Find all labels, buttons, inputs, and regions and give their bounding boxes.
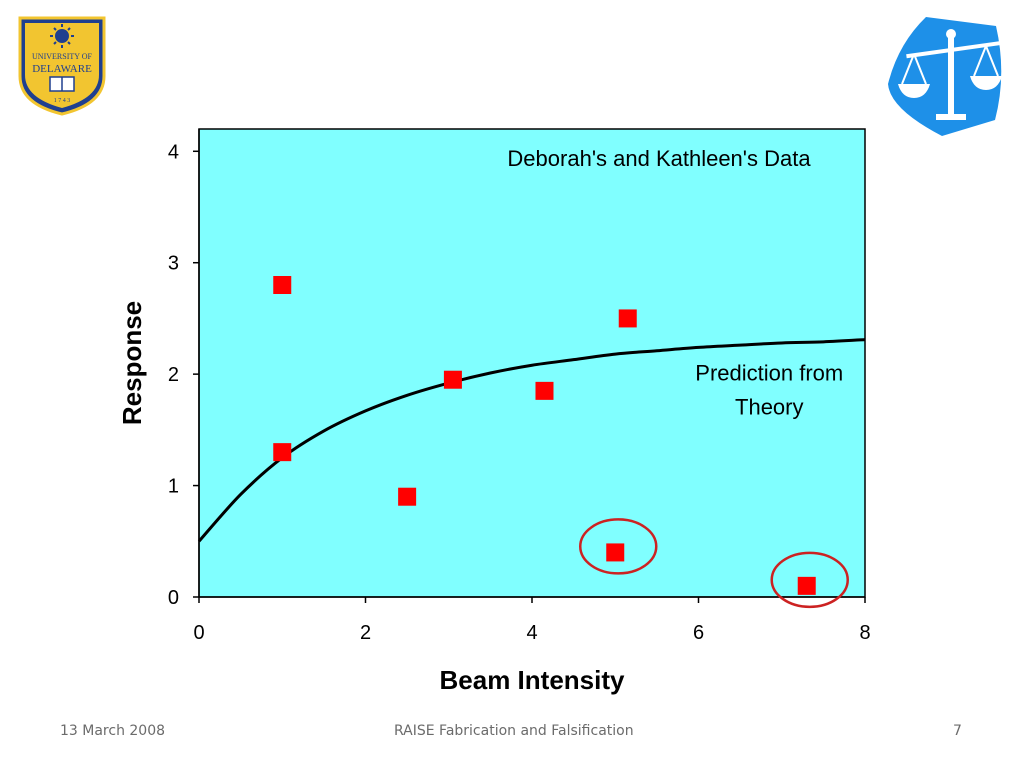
x-tick-label: 2 [360,622,371,644]
y-tick-label: 1 [168,476,179,498]
plot-area [198,128,866,598]
data-point [273,443,292,462]
y-tick-label: 0 [168,587,179,609]
annotation-line-1: Prediction from [695,361,843,386]
footer-page-number: 7 [953,723,962,739]
highlight-circle [579,518,658,575]
x-tick-label: 0 [193,622,204,644]
ud-seal-line-1: UNIVERSITY OF [32,52,92,61]
annotation-line-2: Theory [735,395,803,420]
highlight-circle [770,551,849,609]
y-tick-label: 3 [168,253,179,275]
theory-curve [197,338,866,543]
data-point [443,370,462,389]
data-point [535,381,554,400]
ud-seal-line-3: 1 7 4 3 [54,98,71,104]
ud-seal-line-2: DELAWARE [32,63,92,75]
y-tick-label: 2 [168,364,179,386]
x-tick-label: 8 [859,622,870,644]
data-point [797,576,816,595]
y-axis-title: Response [117,301,147,425]
university-of-delaware-seal-icon: UNIVERSITY OF DELAWARE 1 7 4 3 [18,16,106,116]
data-point [618,309,637,328]
footer-date: 13 March 2008 [60,723,166,739]
scales-of-justice-icon [888,17,1002,136]
x-tick-label: 4 [526,622,537,644]
data-point [606,543,625,562]
data-point [273,276,292,294]
footer-title: RAISE Fabrication and Falsification [394,723,634,739]
chart-title: Deborah's and Kathleen's Data [507,146,811,171]
x-axis-title: Beam Intensity [440,665,625,695]
y-tick-label: 4 [168,141,179,163]
x-tick-label: 6 [693,622,704,644]
data-point [398,487,417,506]
